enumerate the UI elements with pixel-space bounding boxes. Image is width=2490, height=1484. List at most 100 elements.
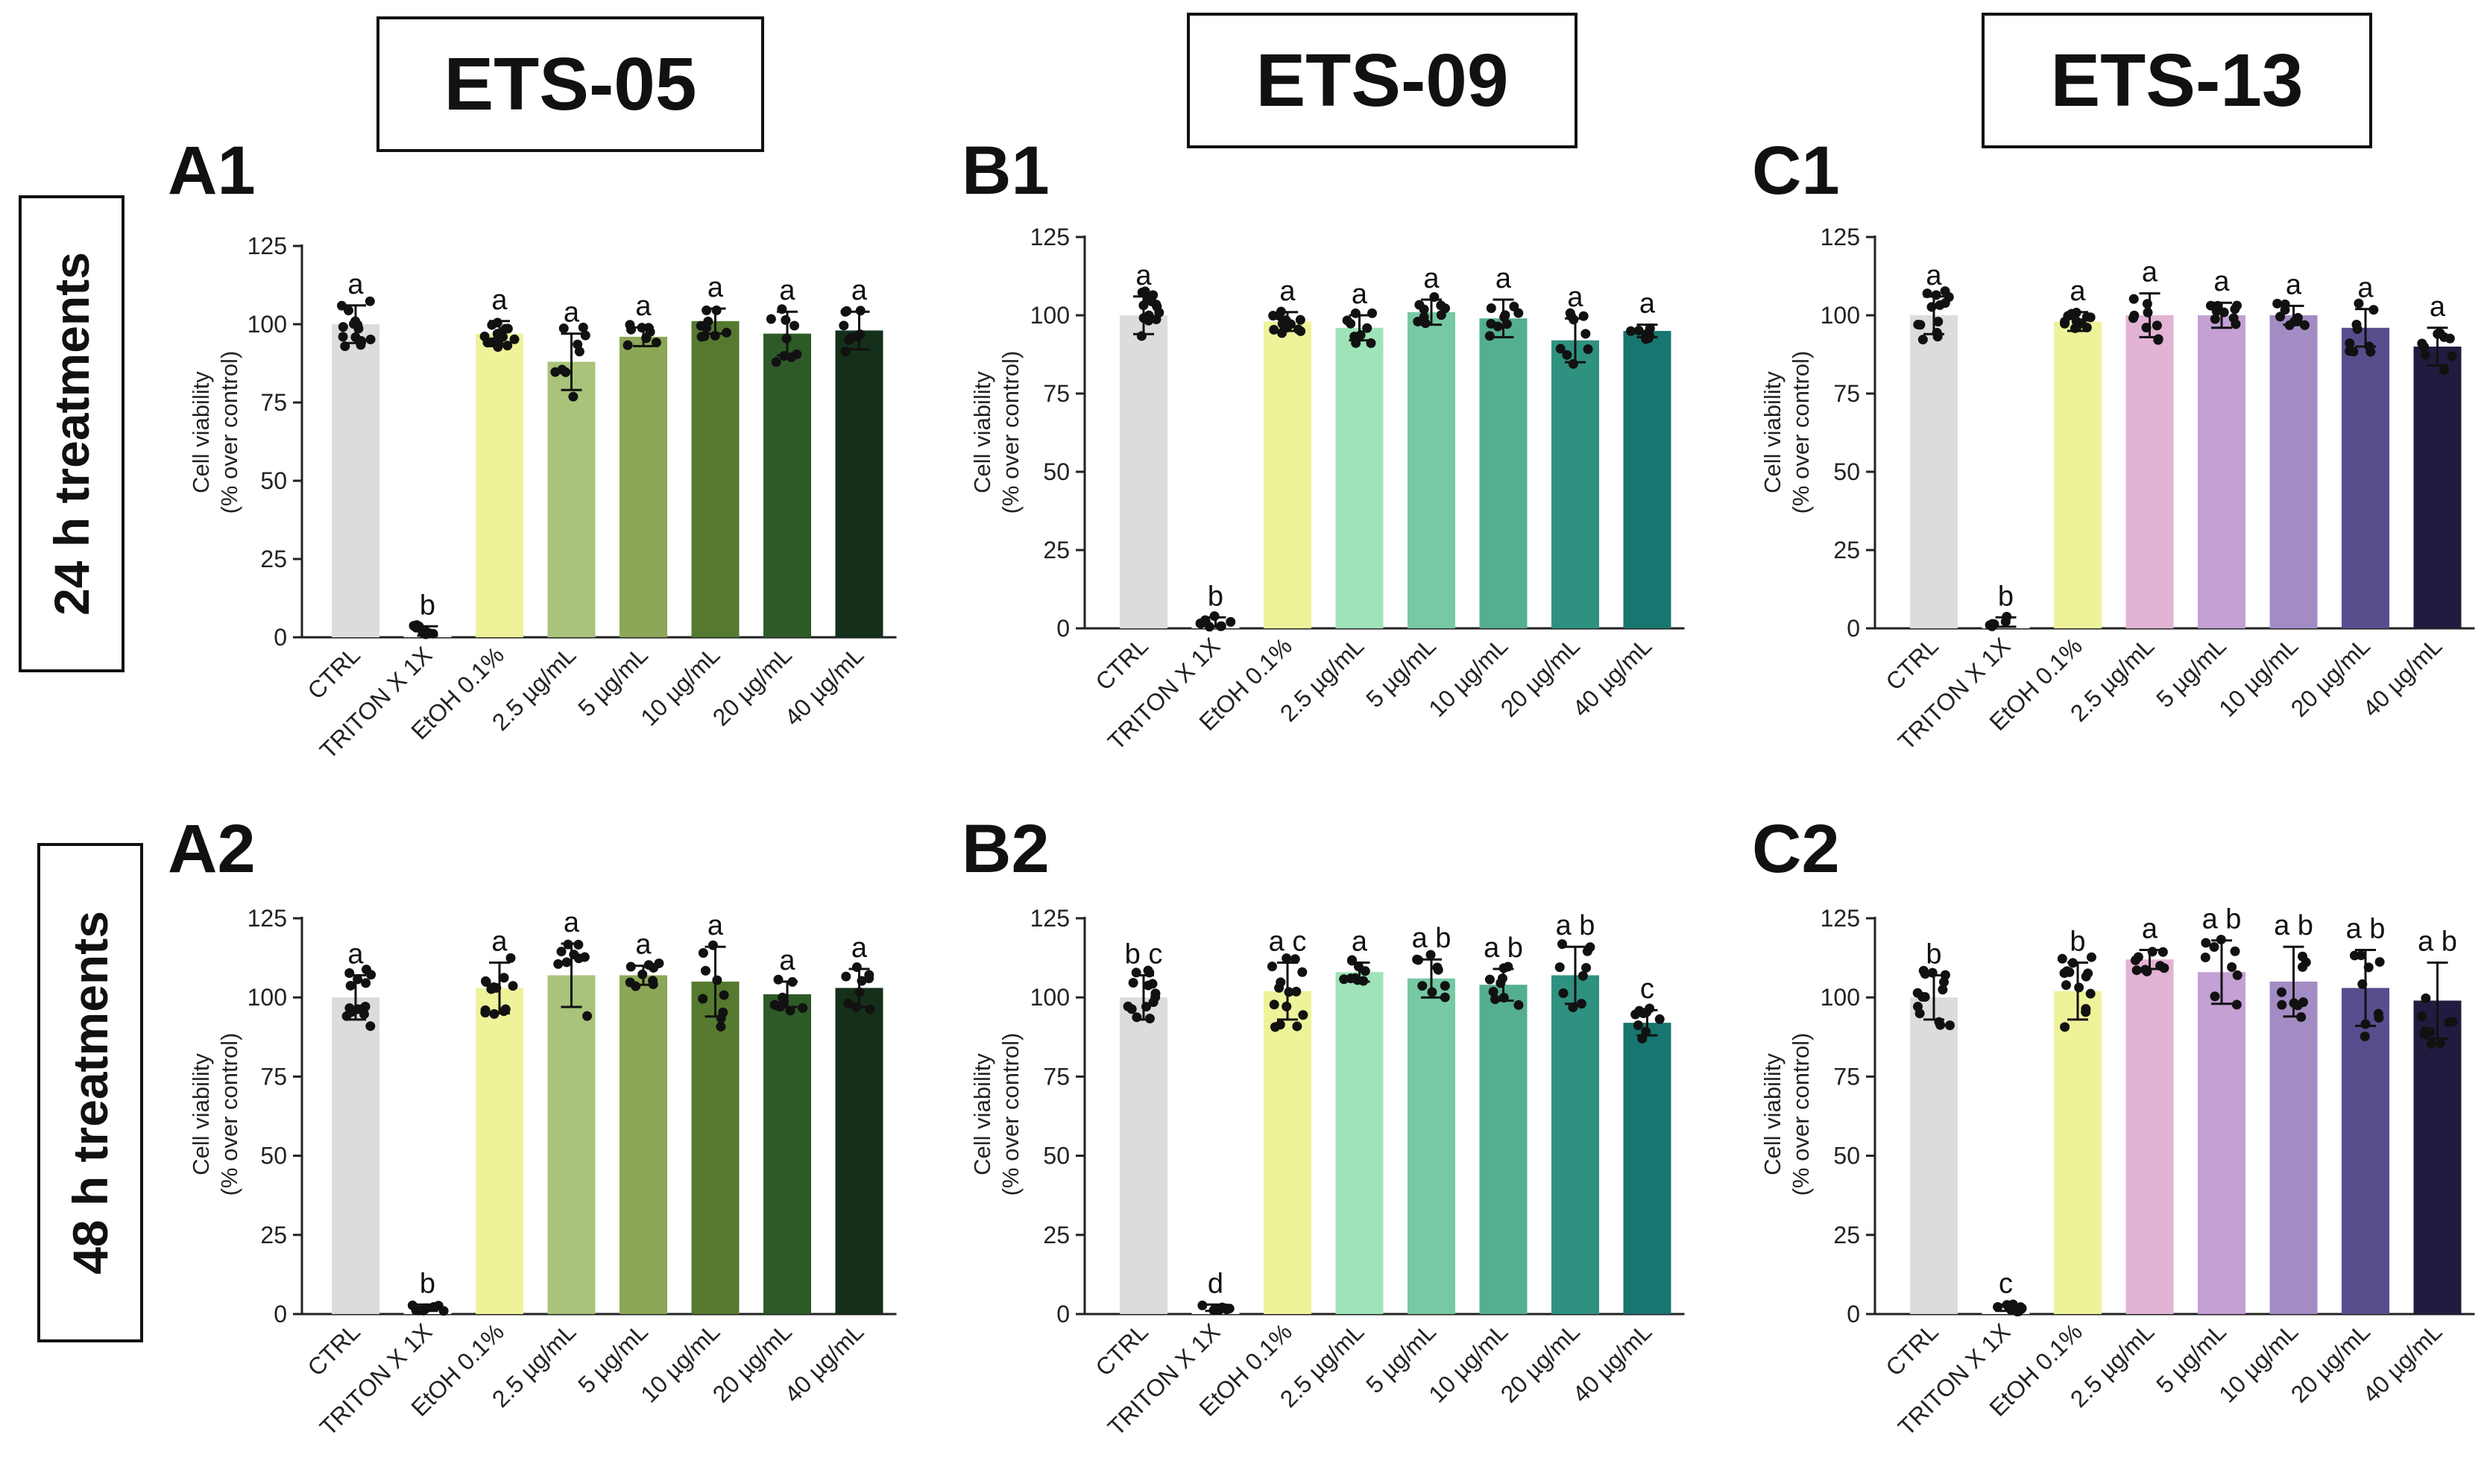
data-point (1267, 962, 1277, 972)
data-point (1580, 329, 1591, 339)
panel-label: A2 (168, 811, 256, 887)
data-point (718, 1007, 728, 1017)
data-point (338, 322, 348, 332)
y-tick-label: 50 (1043, 1143, 1070, 1169)
x-tick-label: 40 µg/mL (1567, 1318, 1657, 1407)
y-tick-label: 0 (1847, 615, 1860, 642)
y-tick-label: 25 (1043, 537, 1070, 563)
data-point (1633, 1020, 1643, 1030)
data-point (2209, 941, 2219, 952)
data-point (2300, 320, 2310, 330)
data-point (1935, 300, 1945, 310)
data-point (1933, 316, 1944, 326)
data-point (2230, 946, 2240, 956)
y-tick-label: 50 (260, 467, 287, 494)
data-point (1626, 326, 1636, 336)
chart-A2: A2 Cell viability (% over control) 0 25 50 75 1… (168, 811, 897, 1441)
y-axis-label: (% over control) (997, 351, 1024, 514)
data-point (2128, 294, 2139, 304)
x-tick-label: 10 µg/mL (1423, 632, 1513, 722)
data-point (509, 334, 520, 344)
data-point (1565, 308, 1575, 318)
x-tick-label: 40 µg/mL (779, 1318, 869, 1407)
data-point (1940, 286, 1950, 297)
y-axis-label: Cell viability (188, 1053, 214, 1175)
data-point (1440, 981, 1450, 991)
significance-letter: a (779, 275, 795, 306)
data-point (1486, 318, 1496, 329)
significance-letter: a (1352, 279, 1368, 310)
y-axis-label: (% over control) (1788, 1033, 1814, 1196)
data-point (1417, 981, 1428, 991)
data-point (578, 322, 588, 332)
data-point (480, 976, 491, 986)
bar (1551, 340, 1599, 628)
bar (835, 988, 883, 1314)
significance-letter: b (420, 590, 435, 621)
significance-letter: a (1926, 260, 1942, 291)
significance-letter: a (1567, 282, 1583, 313)
significance-letter: a (491, 926, 508, 957)
data-point (499, 973, 509, 983)
data-point (698, 947, 708, 958)
data-point (2158, 947, 2168, 957)
bar (691, 981, 740, 1314)
data-point (338, 332, 348, 342)
significance-letter: c (1999, 1268, 2013, 1299)
data-point (1197, 1300, 1208, 1310)
significance-letter: a (1423, 263, 1440, 294)
data-point (487, 320, 497, 330)
bar (763, 994, 811, 1314)
data-point (702, 305, 712, 315)
y-tick-label: 75 (1043, 380, 1070, 407)
data-point (2081, 312, 2092, 322)
x-tick-label: 10 µg/mL (635, 1318, 725, 1407)
data-point (360, 1001, 371, 1011)
significance-letter: a (707, 272, 724, 303)
data-point (2298, 997, 2308, 1008)
y-tick-label: 0 (1847, 1301, 1860, 1327)
y-axis-label: Cell viability (969, 371, 995, 493)
x-tick-label: CTRL (1880, 1318, 1944, 1381)
bar (1551, 975, 1599, 1314)
data-point (651, 338, 661, 348)
data-point (1917, 335, 1928, 345)
x-tick-label: 10 µg/mL (2213, 1318, 2303, 1407)
data-point (1269, 324, 1279, 335)
data-point (365, 1021, 376, 1032)
data-point (2448, 1017, 2458, 1027)
data-point (1486, 303, 1496, 314)
column-title: ETS-13 (2050, 38, 2304, 122)
bar (1335, 327, 1384, 628)
data-point (1562, 350, 1572, 360)
data-point (1136, 331, 1147, 341)
data-point (345, 980, 356, 991)
bar (763, 333, 811, 637)
significance-letter: a (564, 907, 580, 938)
panel-label: A1 (168, 133, 256, 209)
y-tick-label: 125 (1821, 224, 1860, 250)
significance-letter: a (635, 929, 652, 961)
data-point (344, 306, 354, 316)
significance-letter: a b (2418, 926, 2457, 957)
y-tick-label: 0 (274, 624, 287, 651)
data-point (2420, 350, 2430, 360)
data-point (698, 994, 708, 1004)
data-point (2086, 952, 2096, 962)
bar (547, 361, 596, 637)
data-point (568, 391, 579, 402)
data-point (1339, 974, 1349, 985)
data-point (649, 962, 659, 973)
column-title: ETS-05 (444, 42, 697, 126)
y-tick-label: 25 (260, 1222, 287, 1248)
data-point (841, 971, 851, 982)
data-point (2228, 313, 2239, 323)
significance-letter: a (1279, 276, 1296, 307)
column-header-ets-05: ETS-05 (376, 16, 764, 152)
significance-letter: a (2213, 266, 2230, 297)
data-point (1128, 978, 1138, 988)
data-point (2439, 365, 2449, 376)
panel-label: C1 (1752, 133, 1840, 209)
data-point (1413, 955, 1423, 965)
data-point (365, 296, 375, 306)
